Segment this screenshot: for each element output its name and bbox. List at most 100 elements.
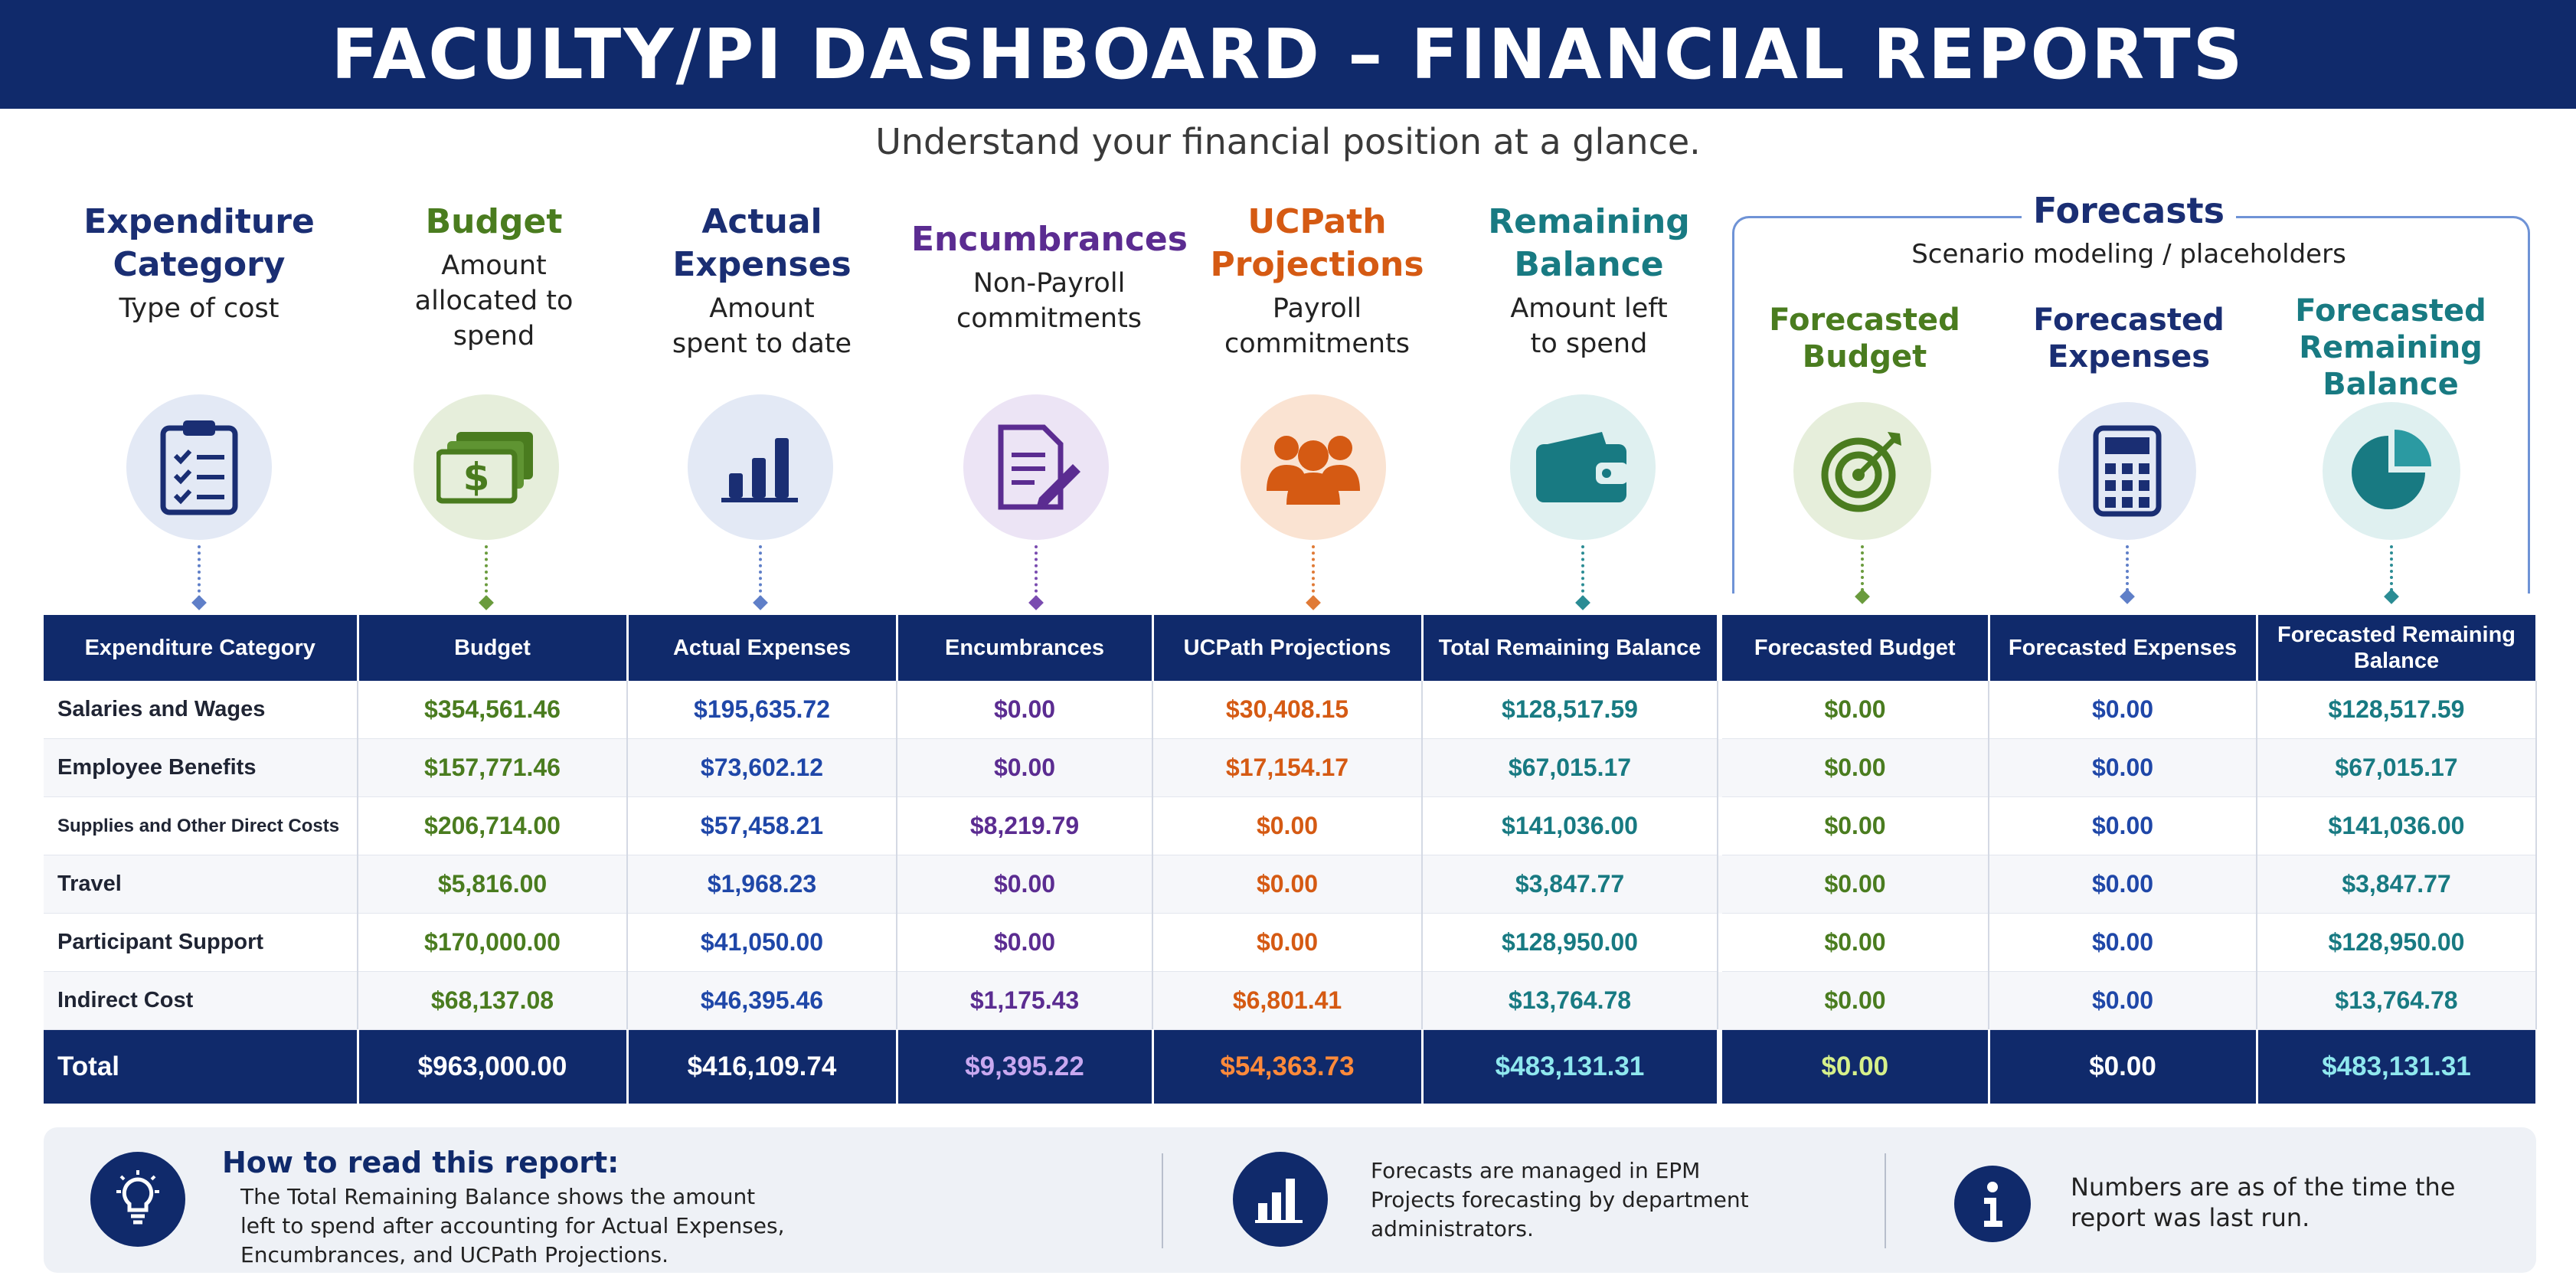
ucpath-projections-cell: $30,408.15: [1152, 681, 1423, 739]
table-row: Salaries and Wages $354,561.46 $195,635.…: [44, 681, 2537, 739]
table-total-row: Total $963,000.00 $416,109.74 $9,395.22 …: [44, 1029, 2538, 1104]
col-desc-line: spend: [453, 321, 535, 352]
column-header: Budget: [358, 615, 629, 681]
remaining-balance-cell: $141,036.00: [1422, 796, 1718, 855]
table-row: Travel $5,816.00 $1,968.23 $0.00 $0.00 $…: [44, 855, 2537, 914]
row-category: Travel: [44, 855, 358, 914]
connector-marker: [191, 595, 207, 610]
bar-chart-icon: [688, 394, 833, 540]
col-title-line: Remaining: [1488, 202, 1690, 241]
budget-cell: $68,137.08: [358, 971, 628, 1030]
remaining-balance-cell: $3,847.77: [1422, 855, 1718, 914]
budget-cell: $354,561.46: [358, 681, 628, 739]
column-gap: [1718, 738, 1722, 797]
col-title-line: UCPath: [1247, 202, 1387, 241]
encumbrances-cell: $1,175.43: [897, 971, 1153, 1030]
total-remaining-balance-cell: $483,131.31: [1422, 1029, 1719, 1104]
col-title-line: Expenses: [672, 245, 852, 284]
col-title-line: Budget: [425, 202, 563, 241]
info-text-line: left to spend after accounting for Actua…: [240, 1213, 785, 1238]
page-subtitle: Understand your financial position at a …: [875, 121, 1701, 162]
forecasted-expenses-cell: $0.00: [1989, 681, 2257, 739]
info-text-line: Projects forecasting by department: [1371, 1187, 1749, 1212]
forecasted-expenses-cell: $0.00: [1989, 796, 2257, 855]
col-desc-line: Amount: [441, 250, 547, 281]
total-forecasted-budget-cell: $0.00: [1722, 1029, 1990, 1104]
how-to-read-text: The Total Remaining Balance shows the am…: [240, 1182, 785, 1270]
row-category: Employee Benefits: [44, 738, 358, 797]
col-title-line: Remaining: [2299, 330, 2483, 365]
financial-report-table: Expenditure Category Budget Actual Expen…: [44, 615, 2538, 1104]
info-text-line: Forecasts are managed in EPM: [1371, 1158, 1701, 1183]
encumbrances-cell: $0.00: [897, 681, 1153, 739]
divider: [1162, 1153, 1163, 1248]
column-gap: [1718, 681, 1722, 739]
row-category: Participant Support: [44, 913, 358, 972]
actual-expenses-cell: $41,050.00: [627, 913, 897, 972]
header-banner: FACULTY/PI DASHBOARD – FINANCIAL REPORTS: [0, 0, 2576, 109]
forecasts-label: Forecasts: [2022, 190, 2236, 231]
money-stack-icon: $: [414, 394, 559, 540]
col-title-line: Projections: [1210, 245, 1424, 284]
pie-chart-icon: [2323, 402, 2460, 540]
col-desc-line: to spend: [1530, 329, 1648, 359]
col-head-expenditure-category: Expenditure Category Type of cost: [77, 201, 322, 326]
svg-text:$: $: [463, 455, 490, 499]
column-gap: [1718, 913, 1722, 972]
budget-cell: $5,816.00: [358, 855, 628, 914]
table-row: Employee Benefits $157,771.46 $73,602.12…: [44, 738, 2537, 797]
column-gap: [1718, 1029, 1722, 1104]
col-title-line: Forecasted: [1769, 303, 1960, 338]
connector-line: [759, 545, 762, 599]
ucpath-projections-cell: $0.00: [1152, 796, 1423, 855]
table-row: Indirect Cost $68,137.08 $46,395.46 $1,1…: [44, 971, 2537, 1030]
ucpath-projections-cell: $0.00: [1152, 855, 1423, 914]
column-header: Total Remaining Balance: [1422, 615, 1719, 681]
forecasted-remaining-cell: $67,015.17: [2257, 738, 2537, 797]
forecasted-expenses-cell: $0.00: [1989, 971, 2257, 1030]
connector-line: [2126, 545, 2129, 591]
connector-line: [1035, 545, 1038, 599]
forecasted-budget-cell: $0.00: [1722, 796, 1989, 855]
connector-line: [485, 545, 488, 599]
total-forecasted-expenses-cell: $0.00: [1989, 1029, 2258, 1104]
row-category: Salaries and Wages: [44, 681, 358, 739]
col-desc-line: Amount left: [1510, 293, 1668, 324]
connector-marker: [1575, 595, 1590, 610]
forecasted-budget-cell: $0.00: [1722, 738, 1989, 797]
budget-cell: $170,000.00: [358, 913, 628, 972]
page-title: FACULTY/PI DASHBOARD – FINANCIAL REPORTS: [331, 14, 2245, 95]
col-head-ucpath-projections: UCPath Projections Payroll commitments: [1195, 201, 1440, 361]
connector-line: [2390, 545, 2393, 591]
column-gap: [1718, 855, 1722, 914]
encumbrances-cell: $0.00: [897, 855, 1153, 914]
total-ucpath-projections-cell: $54,363.73: [1152, 1029, 1424, 1104]
forecasts-subtitle: Scenario modeling / placeholders: [1911, 239, 2346, 270]
column-header: UCPath Projections: [1152, 615, 1424, 681]
column-header: Expenditure Category: [44, 615, 359, 681]
table-header-row: Expenditure Category Budget Actual Expen…: [44, 615, 2538, 681]
forecasted-remaining-cell: $13,764.78: [2257, 971, 2537, 1030]
col-head-budget: Budget Amount allocated to spend: [371, 201, 616, 354]
how-to-read-title: How to read this report:: [222, 1146, 619, 1179]
col-title-line: Actual: [701, 202, 822, 241]
forecasted-remaining-cell: $141,036.00: [2257, 796, 2537, 855]
total-forecasted-remaining-cell: $483,131.31: [2257, 1029, 2538, 1104]
row-category: Supplies and Other Direct Costs: [44, 796, 358, 855]
actual-expenses-cell: $195,635.72: [627, 681, 897, 739]
col-title-line: Forecasted: [2033, 303, 2225, 338]
info-icon: [1954, 1166, 2031, 1242]
info-text-line: Numbers are as of the time the: [2071, 1172, 2456, 1202]
info-text-line: administrators.: [1371, 1216, 1534, 1241]
col-title-line: Budget: [1802, 339, 1927, 374]
info-text-line: report was last run.: [2071, 1203, 2310, 1232]
ucpath-projections-cell: $17,154.17: [1152, 738, 1423, 797]
actual-expenses-cell: $57,458.21: [627, 796, 897, 855]
col-head-forecasted-budget: Forecasted Budget: [1742, 302, 1987, 375]
connector-line: [1861, 545, 1864, 591]
col-head-forecasted-expenses: Forecasted Expenses: [2006, 302, 2251, 375]
forecasted-remaining-cell: $128,517.59: [2257, 681, 2537, 739]
encumbrances-cell: $8,219.79: [897, 796, 1153, 855]
connector-line: [1581, 545, 1584, 599]
document-pen-icon: [963, 394, 1109, 540]
